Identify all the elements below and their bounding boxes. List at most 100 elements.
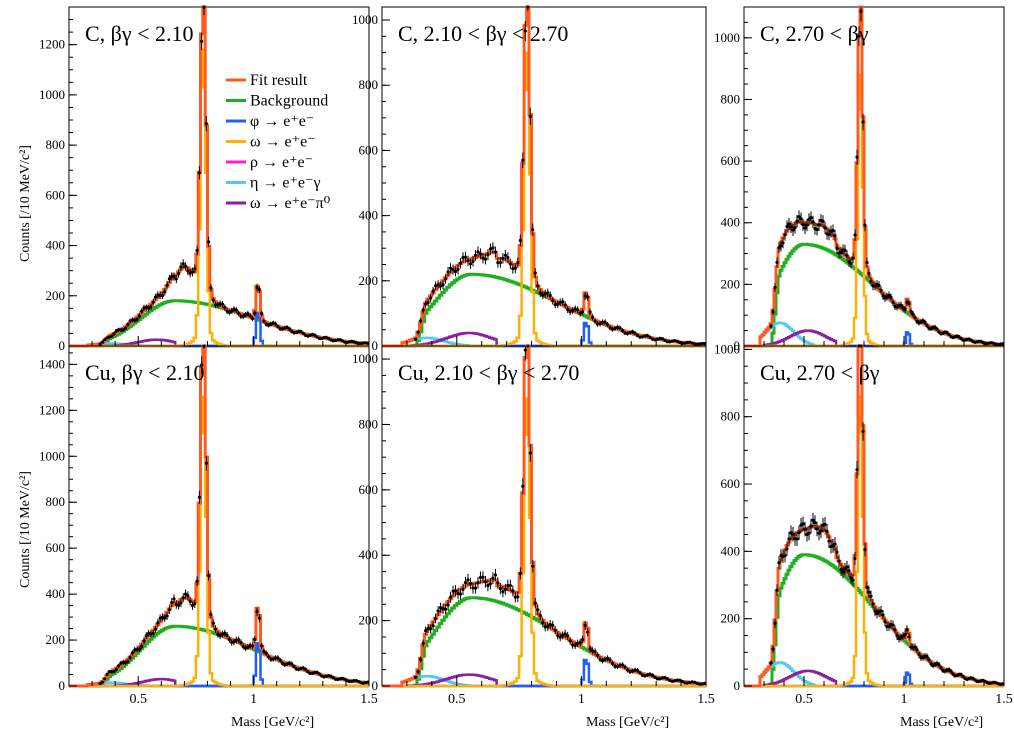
plot-frame	[68, 6, 370, 347]
y-tick-label: 800	[46, 494, 66, 509]
data-point	[633, 331, 637, 335]
panel-title: Cu, 2.10 < βγ < 2.70	[398, 360, 579, 385]
legend-label: ω → e⁺e⁻	[250, 134, 316, 151]
data-point	[172, 275, 176, 279]
data-point	[957, 335, 961, 339]
y-tick-label: 0	[372, 678, 379, 693]
data-point	[213, 627, 218, 631]
legend-label: Fit result	[250, 72, 308, 89]
data-point	[873, 609, 877, 613]
data-point	[881, 294, 885, 298]
data-point	[211, 298, 215, 302]
data-point	[315, 335, 319, 339]
data-point	[817, 223, 821, 227]
data-point	[486, 253, 490, 257]
y-tick-label: 1000	[39, 87, 65, 102]
data-point	[633, 668, 637, 672]
data-point	[653, 338, 657, 342]
data-point	[511, 267, 515, 271]
panel-4: 0 200 400 600 800 1000 1200 1400 0.5 1 1.5 Cu, βγ <…	[39, 344, 378, 707]
data-point	[635, 333, 640, 338]
data-point	[618, 663, 622, 667]
data-point	[424, 302, 428, 306]
data-point	[476, 581, 480, 585]
data-point	[174, 277, 178, 281]
data-point	[250, 644, 255, 648]
data-point	[935, 327, 939, 331]
data-point	[147, 306, 151, 310]
data-point	[290, 329, 294, 334]
data-point	[292, 664, 296, 669]
data-point	[541, 621, 545, 625]
data-point	[660, 337, 664, 341]
data-point	[923, 320, 927, 324]
data-point	[865, 260, 869, 265]
data-point	[869, 279, 873, 283]
data-point	[855, 155, 859, 159]
data-point	[877, 283, 881, 288]
data-point	[568, 639, 572, 643]
data-point	[600, 320, 605, 324]
data-point	[773, 621, 777, 625]
data-point	[809, 524, 813, 528]
data-point	[241, 644, 245, 649]
data-point	[110, 670, 114, 674]
y-axis-label-top: Counts [/10 MeV/c²]	[18, 145, 33, 262]
data-point	[909, 309, 913, 314]
data-point	[149, 305, 153, 309]
data-point	[563, 303, 567, 307]
data-point	[516, 595, 520, 599]
data-point	[200, 363, 204, 367]
data-point	[137, 647, 141, 651]
plot-frame	[743, 6, 1005, 347]
data-point	[843, 248, 847, 252]
data-point	[803, 527, 807, 531]
data-point	[481, 575, 485, 579]
data-point	[137, 314, 141, 318]
data-point	[250, 316, 255, 321]
data-point	[690, 341, 694, 345]
data-point	[815, 227, 819, 232]
data-point	[223, 305, 227, 310]
data-point	[543, 625, 547, 629]
data-point	[153, 627, 158, 631]
data-point	[893, 628, 897, 632]
data-point	[771, 647, 775, 651]
data-point	[538, 291, 542, 295]
y-tick-label: 200	[46, 288, 66, 303]
data-point	[863, 547, 867, 552]
data-point	[287, 327, 291, 331]
data-point	[421, 308, 425, 312]
data-point	[801, 522, 805, 526]
data-point	[119, 328, 123, 332]
data-point	[787, 222, 791, 226]
data-point	[466, 578, 470, 582]
data-point	[255, 285, 259, 290]
y-tick-label: 1000	[714, 341, 740, 356]
data-point	[140, 309, 144, 313]
data-point	[448, 595, 453, 599]
data-point	[578, 311, 582, 315]
data-point	[799, 217, 803, 221]
data-point	[603, 320, 607, 324]
data-point	[605, 656, 610, 660]
y-tick-label: 600	[721, 153, 741, 168]
data-point	[939, 666, 943, 670]
data-point	[783, 554, 787, 558]
data-point	[262, 319, 266, 323]
data-point	[491, 246, 495, 250]
data-point	[891, 300, 895, 304]
data-point	[827, 232, 831, 237]
data-point	[660, 676, 664, 680]
data-point	[801, 223, 805, 227]
data-point	[615, 325, 620, 329]
data-point	[438, 606, 443, 610]
panel-title: C, 2.10 < βγ < 2.70	[398, 21, 568, 46]
data-point	[518, 238, 522, 243]
data-point	[317, 672, 321, 676]
data-point	[140, 644, 144, 648]
data-point	[571, 643, 575, 647]
data-point	[558, 635, 562, 639]
data-point	[847, 569, 851, 573]
data-point	[823, 226, 827, 230]
